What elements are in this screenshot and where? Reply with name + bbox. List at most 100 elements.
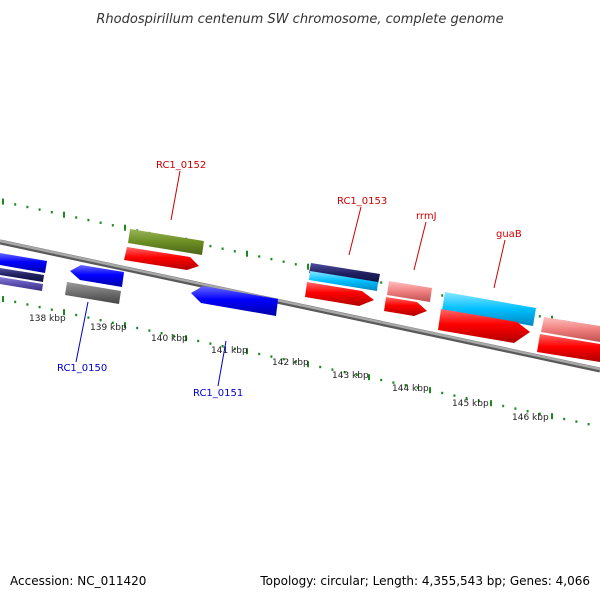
minor-tick: [148, 329, 151, 332]
major-tick: [63, 211, 65, 218]
minor-tick: [526, 410, 529, 413]
scale-label: 141 kbp: [211, 346, 248, 356]
gene-feature-red[interactable]: [124, 247, 199, 270]
minor-tick: [477, 399, 480, 402]
connector-rc1-0153: [348, 206, 362, 256]
gene-feature-slate[interactable]: [0, 277, 43, 291]
major-tick: [307, 263, 309, 270]
gene-feature-pink[interactable]: [387, 281, 432, 302]
major-tick: [2, 296, 4, 303]
minor-tick: [87, 316, 90, 319]
gene-feature-olive[interactable]: [128, 229, 204, 255]
map-title: Rhodospirillum centenum SW chromosome, c…: [96, 12, 503, 27]
major-tick: [124, 224, 126, 231]
minor-tick: [99, 319, 102, 322]
minor-tick: [441, 294, 444, 297]
minor-tick: [14, 203, 17, 206]
minor-tick: [75, 313, 78, 317]
gene-label-rc1-0153[interactable]: RC1_0153: [337, 196, 387, 207]
accession-text: Accession: NC_011420: [10, 574, 147, 588]
major-tick: [63, 309, 65, 316]
minor-tick: [26, 205, 29, 209]
gene-feature-red[interactable]: [305, 282, 374, 306]
minor-tick: [282, 358, 285, 361]
gene-label-rrmj[interactable]: rrmJ: [416, 211, 437, 222]
minor-tick: [136, 326, 139, 330]
gene-feature-navy[interactable]: [309, 263, 380, 284]
gene-label-guab[interactable]: guaB: [496, 229, 522, 240]
minor-tick: [160, 332, 163, 335]
minor-tick: [50, 211, 53, 214]
minor-tick: [465, 397, 468, 400]
gene-feature-blue[interactable]: [191, 286, 278, 316]
genes-forward-top: [128, 229, 600, 342]
scale-label: 146 kbp: [512, 413, 549, 423]
minor-tick: [319, 365, 322, 369]
minor-tick: [38, 208, 41, 211]
gene-feature-gray[interactable]: [65, 282, 121, 304]
minor-tick: [380, 281, 383, 284]
minor-tick: [111, 321, 114, 324]
scale-labels: 138 kbp 139 kbp 140 kbp 141 kbp 142 kbp …: [29, 314, 549, 423]
tick-row-bottom: [2, 296, 590, 426]
major-tick: [490, 400, 492, 407]
minor-tick: [575, 420, 578, 423]
scale-label: 143 kbp: [332, 371, 369, 381]
minor-tick: [404, 384, 407, 387]
minor-tick: [453, 394, 456, 397]
minor-tick: [221, 345, 224, 348]
gene-feature-navy[interactable]: [0, 268, 44, 282]
connector-rc1-0150: [75, 301, 89, 363]
gene-feature-blue[interactable]: [70, 265, 124, 287]
major-tick: [307, 361, 309, 368]
gene-feature-cyan[interactable]: [442, 292, 536, 326]
gene-feature-red[interactable]: [537, 334, 600, 362]
minor-tick: [209, 244, 212, 248]
gene-feature-blue[interactable]: [0, 253, 47, 273]
minor-tick: [233, 250, 236, 253]
minor-tick: [221, 247, 224, 250]
major-tick: [246, 348, 248, 355]
major-tick: [185, 335, 187, 342]
gene-feature-cyan[interactable]: [309, 271, 378, 291]
gene-feature-pink[interactable]: [541, 317, 600, 342]
connector-rc1-0151: [217, 340, 227, 387]
topology-text: Topology: circular; Length: 4,355,543 bp…: [260, 574, 590, 588]
connector-guab: [493, 239, 506, 289]
minor-tick: [258, 352, 261, 356]
minor-tick: [111, 224, 114, 227]
gene-feature-red[interactable]: [438, 309, 530, 343]
scale-label: 142 kbp: [272, 358, 309, 368]
minor-tick: [380, 378, 383, 382]
gene-label-rc1-0151[interactable]: RC1_0151: [193, 388, 243, 399]
minor-tick: [233, 347, 236, 350]
minor-tick: [441, 391, 444, 395]
scale-label: 145 kbp: [452, 399, 489, 409]
major-tick: [2, 198, 4, 205]
minor-tick: [209, 342, 212, 345]
major-tick: [551, 413, 553, 420]
genes-forward-bottom: [124, 247, 600, 362]
scale-label: 139 kbp: [90, 323, 127, 333]
gene-label-rc1-0152[interactable]: RC1_0152: [156, 160, 206, 171]
backbone: [0, 239, 600, 373]
minor-tick: [514, 407, 517, 410]
major-tick: [124, 322, 126, 329]
minor-tick: [270, 355, 273, 358]
minor-tick: [502, 404, 505, 408]
minor-tick: [563, 417, 566, 421]
minor-tick: [294, 360, 297, 363]
minor-tick: [270, 257, 273, 261]
scale-label: 138 kbp: [29, 314, 66, 324]
major-tick: [246, 250, 248, 257]
minor-tick: [197, 339, 200, 343]
gene-feature-red[interactable]: [384, 297, 427, 316]
gene-label-rc1-0150[interactable]: RC1_0150: [57, 363, 107, 374]
minor-tick: [99, 221, 102, 224]
major-tick: [368, 374, 370, 381]
minor-tick: [172, 334, 175, 337]
minor-tick: [343, 371, 346, 374]
minor-tick: [538, 412, 541, 415]
minor-tick: [75, 216, 78, 219]
